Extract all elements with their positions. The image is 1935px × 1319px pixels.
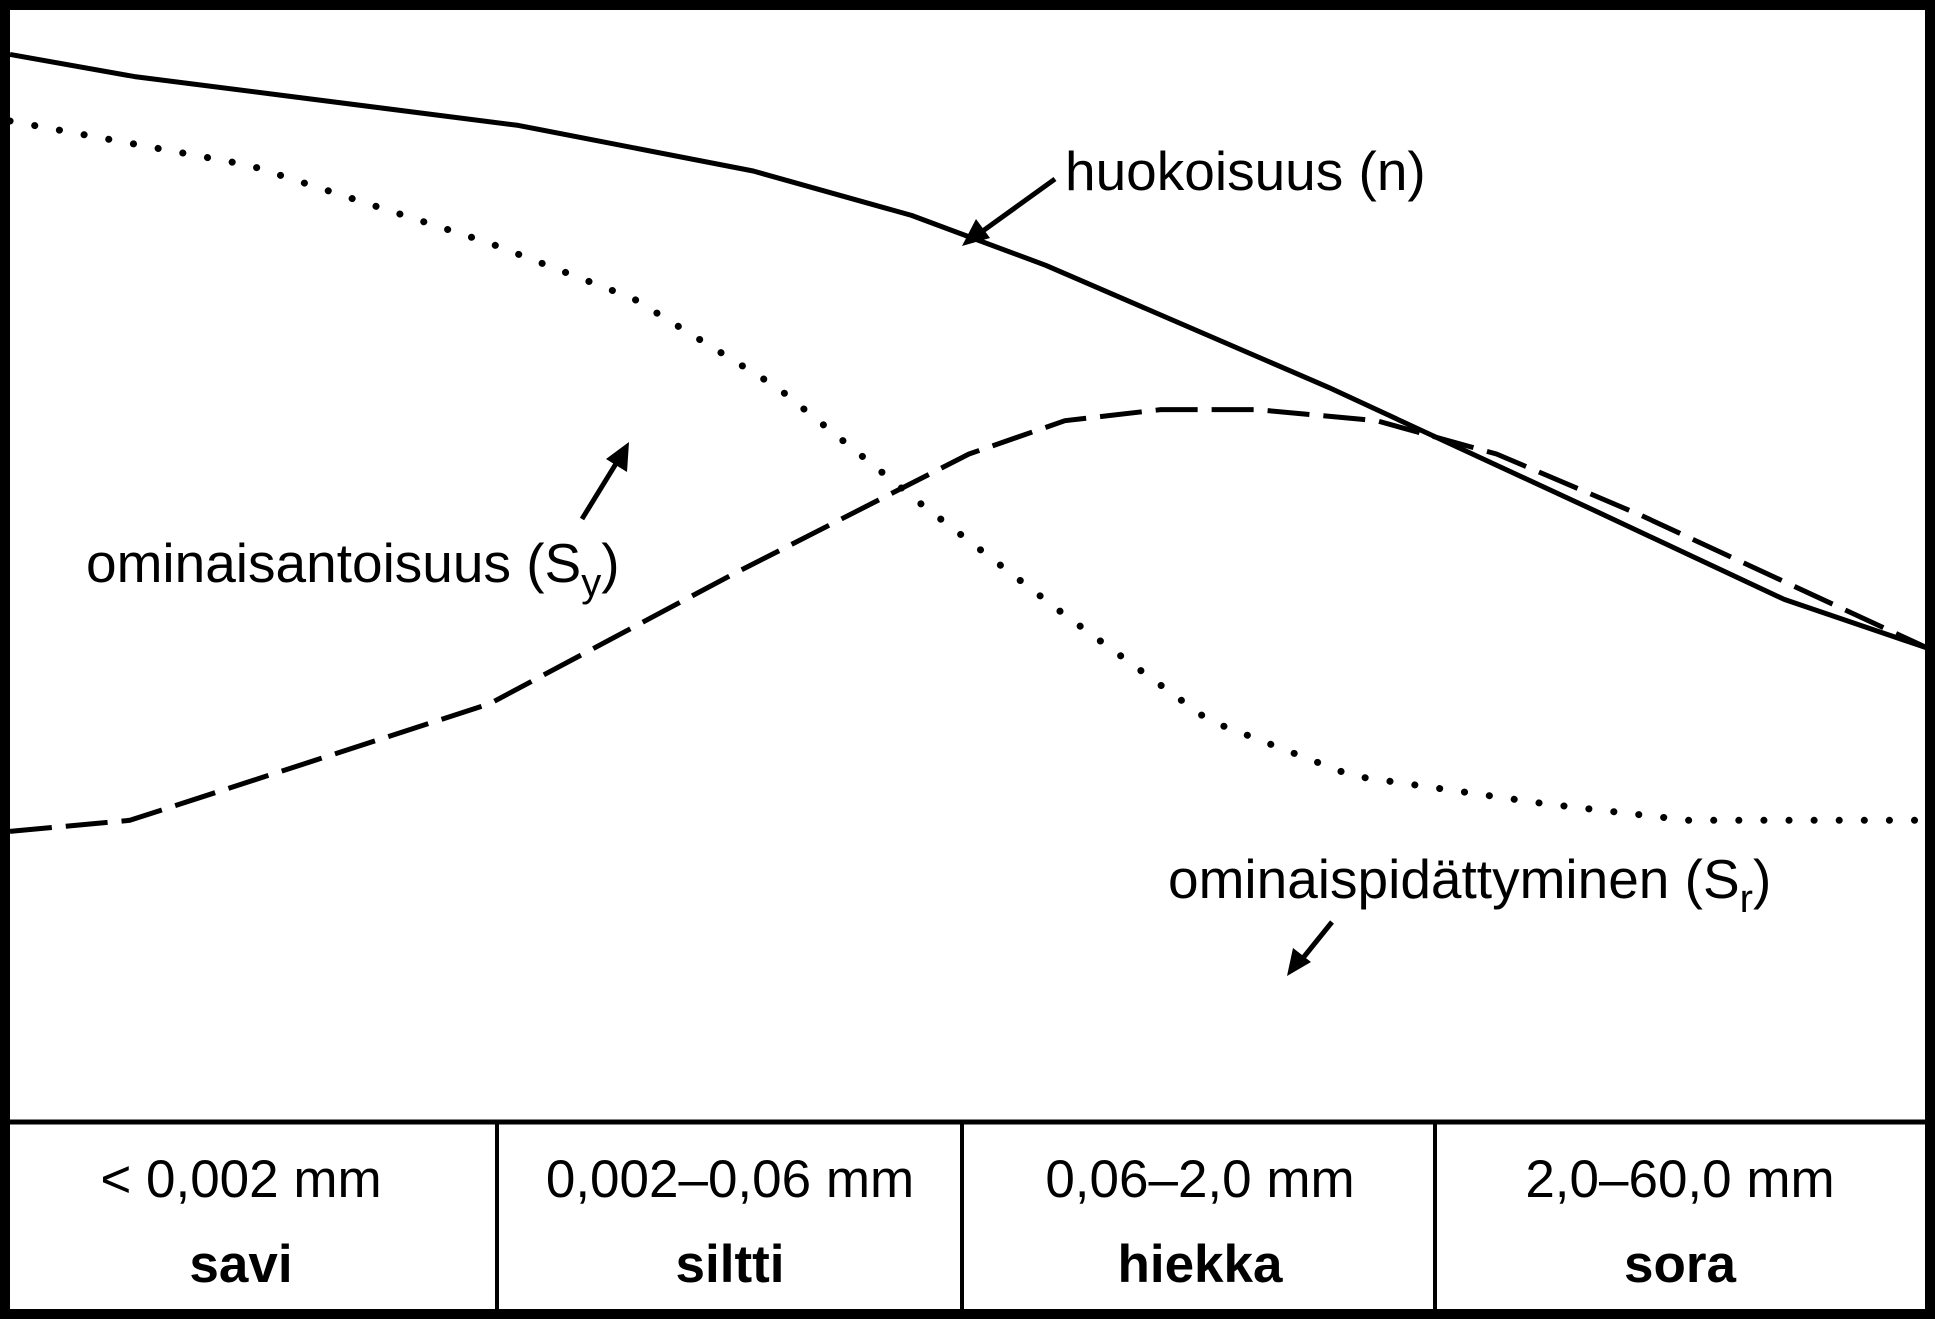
annotation-arrows [579,176,1334,976]
specific-yield-line [6,117,1932,824]
series-layer [6,51,1932,834]
specific-retention-line [9,407,1930,834]
specific-retention-arrowhead-icon [1287,948,1311,976]
porosity-arrow [978,176,1057,236]
porosity-label: huokoisuus (n) [1065,140,1426,202]
specific-yield-arrow [579,460,620,521]
porosity-line [9,51,1929,651]
category-name: sora [1624,1235,1736,1294]
specific-yield-label: ominaisantoisuus (Sy) [86,532,620,605]
specific-yield-arrowhead-icon [606,442,629,472]
grain-size-table: < 0,002 mm savi 0,002–0,06 mm siltti 0,0… [100,1122,1835,1314]
category-range: 0,06–2,0 mm [1045,1150,1354,1209]
specific-retention-arrow [1301,920,1334,960]
category-name: siltti [676,1235,785,1294]
category-range: 2,0–60,0 mm [1525,1150,1834,1209]
porosity-arrowhead-icon [962,219,990,246]
category-range: 0,002–0,06 mm [546,1150,914,1209]
category-range: < 0,002 mm [100,1150,381,1209]
category-name: savi [189,1235,292,1294]
specific-retention-label: ominaispidättyminen (Sr) [1168,848,1771,921]
category-name: hiekka [1117,1235,1283,1294]
